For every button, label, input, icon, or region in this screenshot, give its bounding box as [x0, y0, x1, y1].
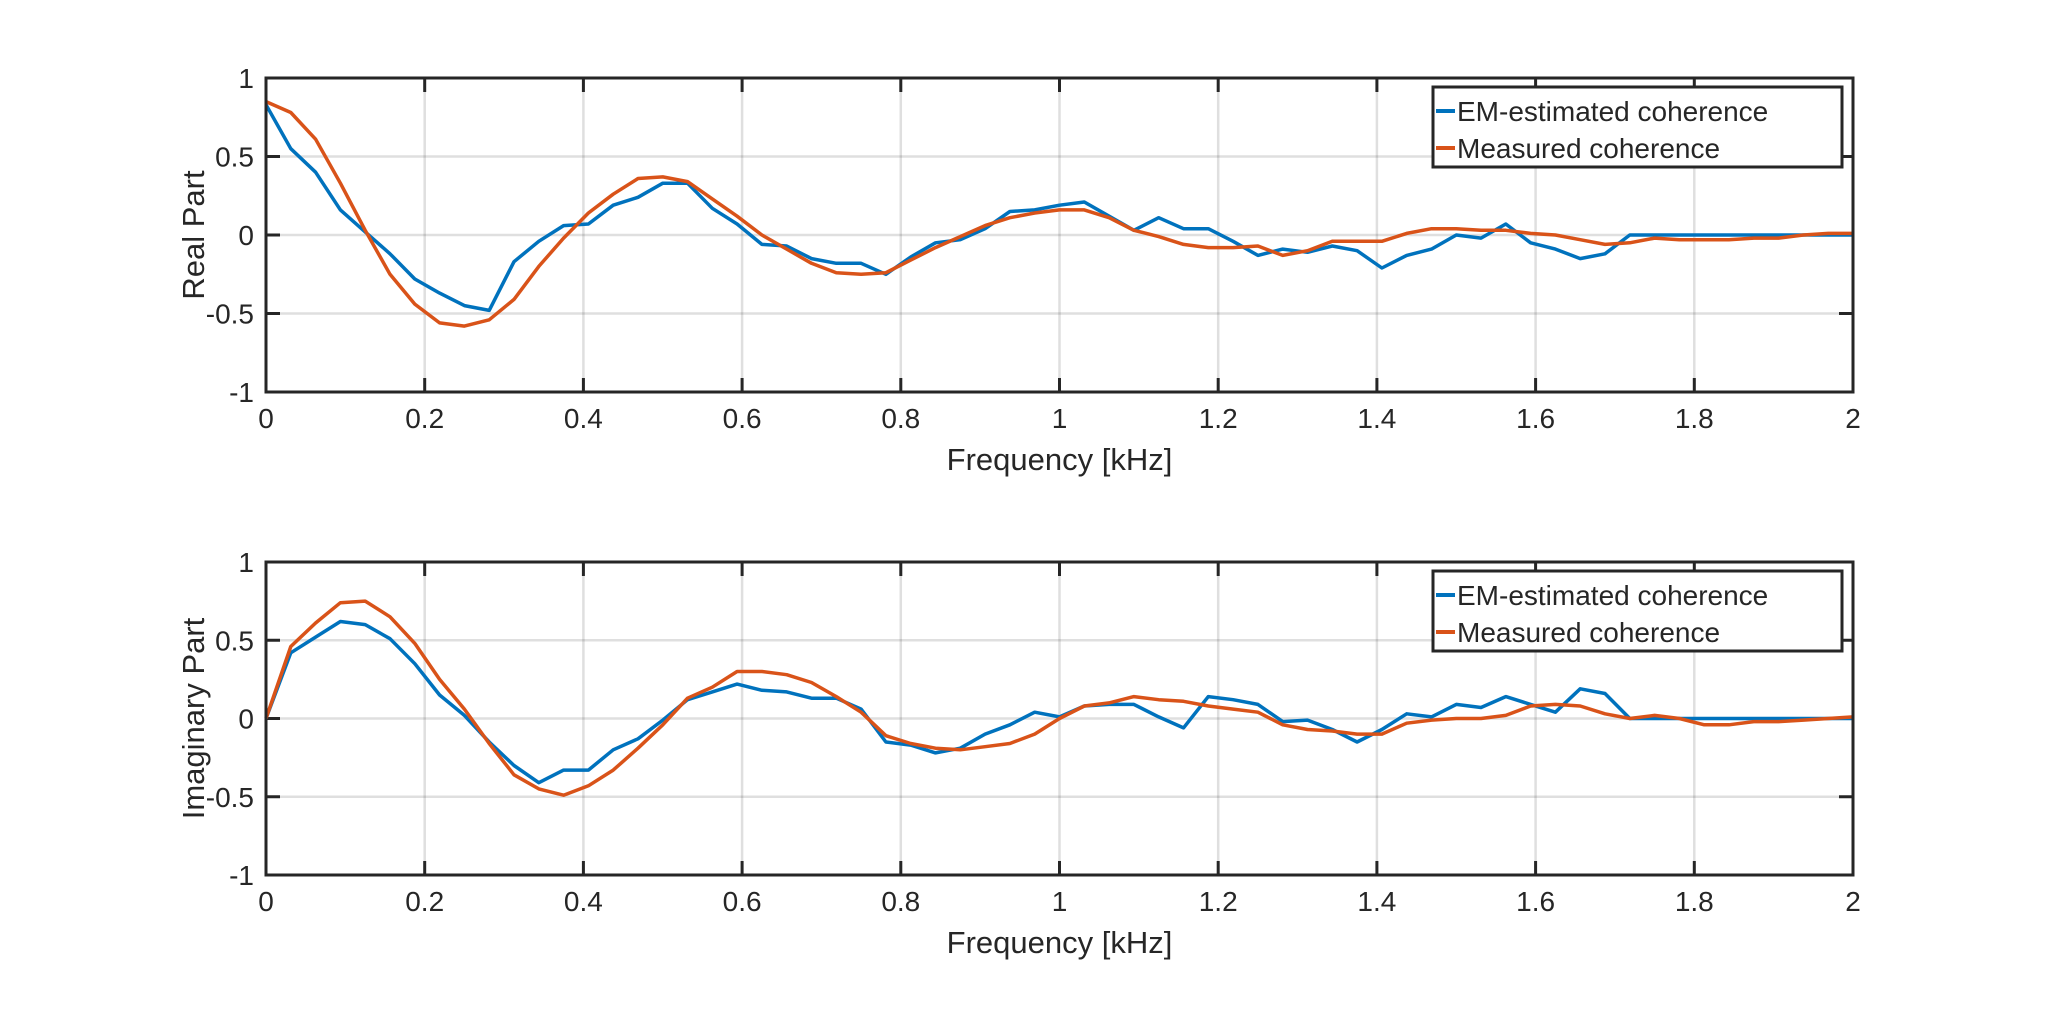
x-tick-label: 0.2 [405, 403, 444, 434]
subplot-imaginary: 0 0.2 0.4 0.6 0.8 1 1.2 1.4 1.6 1.8 2 -1 -0.5 0 0.5 1 Fr… [176, 547, 1861, 960]
legend-label: EM-estimated coherence [1457, 580, 1768, 611]
legend: EM-estimated coherence Measured coherence [1431, 85, 1844, 169]
axes-box [264, 76, 1855, 394]
x-tick-label: 2 [1845, 886, 1861, 917]
y-tick-label: -0.5 [206, 299, 254, 330]
y-tick-label: -1 [229, 377, 254, 408]
x-tick-label: 1.8 [1675, 403, 1714, 434]
legend-box [1431, 85, 1844, 169]
y-axis-label: Imaginary Part [176, 617, 211, 819]
y-tick-label: 1 [238, 547, 254, 578]
y-tick-label: 0.5 [215, 142, 254, 173]
x-tick-label: 1.8 [1675, 886, 1714, 917]
subplot-real: 0 0.2 0.4 0.6 0.8 1 1.2 1.4 1.6 1.8 2 -1 -0.5 0 0.5 1 Fr… [176, 63, 1861, 477]
x-tick-label: 1 [1052, 886, 1068, 917]
legend-box [1431, 569, 1844, 653]
x-tick-label: 1.4 [1357, 403, 1396, 434]
x-tick-label: 0.8 [881, 403, 920, 434]
y-axis-label: Real Part [176, 170, 211, 300]
y-tick-label: 0 [238, 704, 254, 735]
y-tick-label: 1 [238, 63, 254, 94]
x-tick-label: 0 [258, 886, 274, 917]
y-tick-label: -0.5 [206, 782, 254, 813]
legend-label: Measured coherence [1457, 617, 1720, 648]
x-tick-label: 1.6 [1516, 403, 1555, 434]
x-tick-label: 1 [1052, 403, 1068, 434]
legend-label: EM-estimated coherence [1457, 96, 1768, 127]
y-tick-label: -1 [229, 860, 254, 891]
x-tick-label: 0.6 [723, 886, 762, 917]
series-line-em-estimated [264, 103, 1853, 313]
x-tick-label: 0 [258, 403, 274, 434]
x-tick-label: 0.4 [564, 403, 603, 434]
axes-box [264, 560, 1855, 877]
x-tick-label: 1.2 [1199, 886, 1238, 917]
x-tick-label: 0.4 [564, 886, 603, 917]
y-tick-label: 0.5 [215, 625, 254, 656]
x-axis-label: Frequency [kHz] [947, 925, 1173, 960]
x-axis-label: Frequency [kHz] [947, 442, 1173, 477]
x-tick-label: 1.6 [1516, 886, 1555, 917]
x-tick-label: 1.4 [1357, 886, 1396, 917]
y-tick-label: 0 [238, 220, 254, 251]
x-tick-label: 0.6 [723, 403, 762, 434]
series-line-measured [264, 599, 1854, 797]
x-tick-label: 0.2 [405, 886, 444, 917]
series-line-measured [265, 99, 1853, 328]
x-tick-label: 2 [1845, 403, 1861, 434]
legend: EM-estimated coherence Measured coherence [1431, 569, 1844, 653]
x-tick-label: 1.2 [1199, 403, 1238, 434]
x-tick-label: 0.8 [881, 886, 920, 917]
legend-label: Measured coherence [1457, 133, 1720, 164]
